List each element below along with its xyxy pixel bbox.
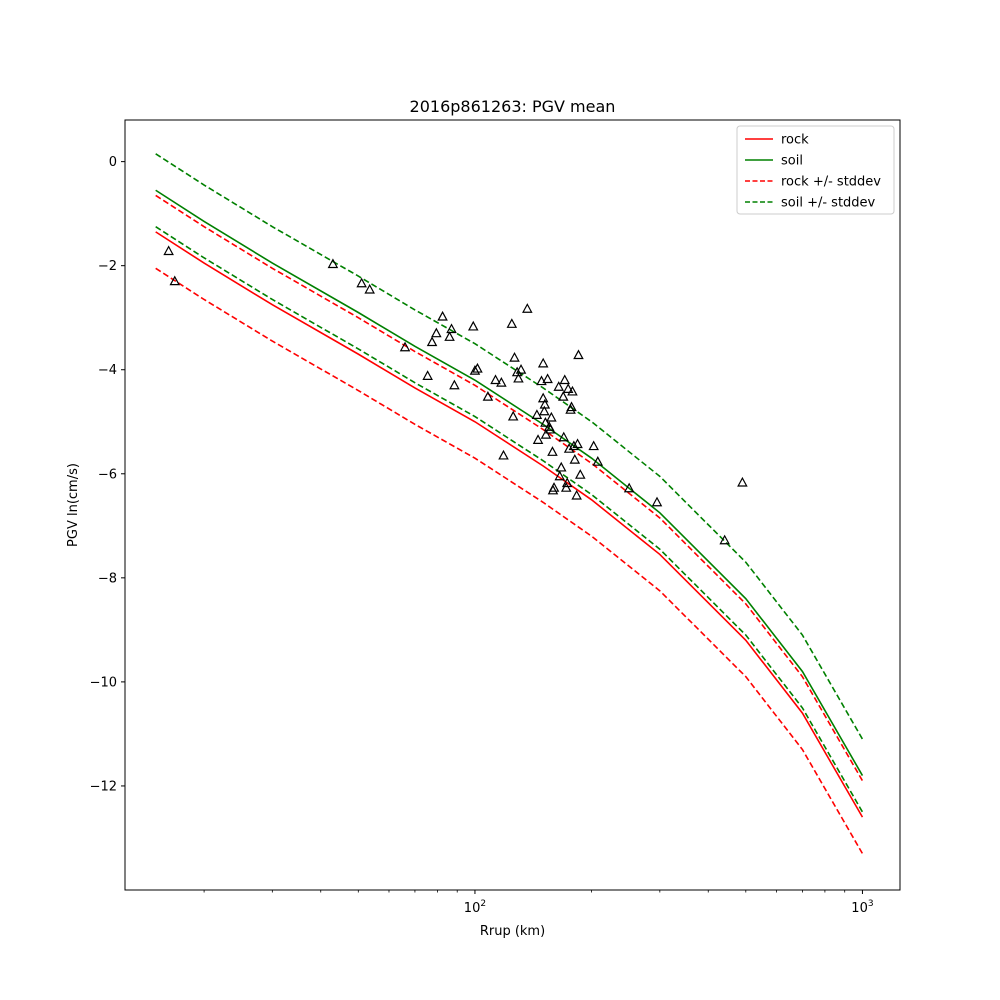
data-point bbox=[490, 374, 501, 385]
plot-area bbox=[124, 119, 901, 891]
data-point bbox=[559, 374, 571, 385]
data-point bbox=[163, 245, 174, 256]
y-tick-label: −6 bbox=[98, 467, 117, 482]
data-point bbox=[509, 352, 520, 362]
plot-frame bbox=[124, 119, 901, 891]
y-tick-label: −10 bbox=[90, 675, 117, 690]
data-point bbox=[506, 318, 518, 328]
x-axis-title: Rrup (km) bbox=[480, 924, 545, 939]
data-point bbox=[553, 381, 564, 391]
data-point bbox=[426, 336, 438, 347]
data-point bbox=[537, 392, 549, 403]
data-point bbox=[542, 373, 553, 384]
data-point bbox=[548, 482, 560, 492]
x-tick-label: 103 bbox=[851, 899, 873, 916]
data-point bbox=[446, 323, 457, 334]
chart-title: 2016p861263: PGV mean bbox=[410, 97, 616, 116]
data-point bbox=[563, 443, 575, 453]
observed-pgv-points bbox=[163, 245, 748, 545]
data-point bbox=[431, 327, 442, 338]
y-tick-label: −12 bbox=[90, 779, 117, 794]
data-point bbox=[536, 375, 547, 386]
data-point bbox=[327, 258, 339, 269]
legend: rock soil rock +/- stddev soil +/- stddev bbox=[736, 125, 895, 215]
data-point bbox=[573, 349, 584, 360]
data-point bbox=[422, 370, 433, 380]
data-point bbox=[568, 440, 580, 451]
data-point bbox=[567, 385, 578, 396]
data-point bbox=[169, 275, 181, 286]
data-point bbox=[496, 376, 507, 387]
data-point bbox=[532, 434, 544, 444]
data-point bbox=[540, 417, 551, 427]
data-point bbox=[522, 303, 533, 313]
data-point bbox=[555, 461, 567, 472]
data-point bbox=[472, 362, 483, 373]
data-point bbox=[562, 383, 574, 393]
data-point bbox=[557, 391, 569, 401]
data-point bbox=[554, 470, 566, 481]
data-point bbox=[498, 449, 509, 460]
y-axis-title: PGV ln(cm/s) bbox=[66, 463, 81, 547]
legend-label: rock +/- stddev bbox=[781, 175, 881, 190]
data-point bbox=[719, 534, 730, 545]
data-point bbox=[575, 469, 586, 479]
model-curves bbox=[155, 153, 864, 854]
data-point bbox=[540, 429, 552, 439]
data-point bbox=[571, 489, 582, 500]
data-point bbox=[364, 283, 375, 294]
data-point bbox=[547, 446, 558, 456]
series-line-1 bbox=[155, 189, 864, 776]
legend-label: rock bbox=[781, 133, 809, 148]
x-tick-label: 102 bbox=[464, 899, 486, 916]
data-point bbox=[592, 456, 604, 466]
data-point bbox=[356, 277, 367, 288]
data-point bbox=[467, 320, 479, 331]
y-tick-label: 0 bbox=[109, 155, 117, 170]
data-point bbox=[437, 310, 448, 321]
data-point bbox=[588, 440, 599, 451]
data-point bbox=[558, 431, 570, 442]
y-tick-label: −4 bbox=[98, 363, 117, 378]
data-point bbox=[537, 357, 549, 368]
data-point bbox=[623, 482, 635, 493]
y-tick-label: −2 bbox=[98, 259, 117, 274]
data-point bbox=[546, 411, 557, 422]
data-point bbox=[507, 410, 519, 421]
data-point bbox=[572, 438, 583, 449]
y-axis: 0 −2 −4 −6 −8 −10 −12 bbox=[90, 155, 125, 794]
data-point bbox=[539, 405, 550, 416]
series-line-0 bbox=[155, 231, 864, 818]
data-point bbox=[569, 453, 581, 464]
data-point bbox=[469, 365, 481, 375]
data-point bbox=[513, 372, 524, 383]
data-point bbox=[737, 476, 748, 487]
data-point bbox=[531, 409, 543, 419]
data-point bbox=[545, 423, 556, 434]
legend-label: soil +/- stddev bbox=[781, 196, 876, 211]
legend-label: soil bbox=[781, 154, 803, 169]
data-point bbox=[651, 496, 663, 507]
data-point bbox=[482, 391, 494, 401]
data-point bbox=[399, 341, 411, 352]
data-point bbox=[449, 379, 460, 390]
data-point bbox=[560, 482, 572, 492]
data-point bbox=[561, 477, 573, 488]
data-point bbox=[539, 398, 551, 409]
legend-frame bbox=[736, 125, 895, 215]
data-point bbox=[444, 331, 455, 341]
x-axis: 102 103 bbox=[203, 890, 874, 916]
data-point bbox=[515, 363, 527, 374]
y-tick-label: −8 bbox=[98, 571, 117, 586]
data-point bbox=[566, 401, 577, 412]
